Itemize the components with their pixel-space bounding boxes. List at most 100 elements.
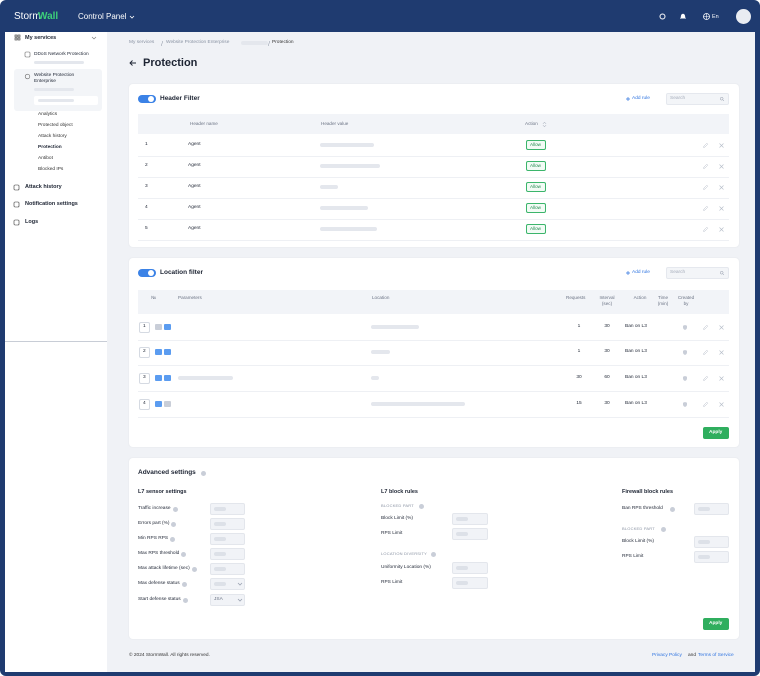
input[interactable] bbox=[694, 536, 729, 548]
placeholder bbox=[34, 88, 74, 91]
row-number: 5 bbox=[145, 226, 148, 231]
apply-button-text[interactable]: Apply bbox=[709, 621, 723, 626]
requests: 1 bbox=[577, 324, 581, 329]
input[interactable] bbox=[210, 503, 245, 515]
edit-button[interactable] bbox=[703, 205, 709, 211]
globe-icon[interactable] bbox=[703, 13, 710, 20]
input[interactable] bbox=[694, 551, 729, 563]
search-input[interactable] bbox=[666, 267, 729, 279]
input[interactable] bbox=[452, 513, 488, 525]
toggle[interactable] bbox=[138, 269, 156, 277]
sidebar-sub-item[interactable]: Antibot bbox=[38, 155, 53, 161]
bell-icon[interactable] bbox=[680, 13, 686, 20]
language[interactable]: En bbox=[712, 14, 719, 20]
delete-button[interactable] bbox=[719, 142, 724, 148]
edit-button[interactable] bbox=[703, 375, 709, 381]
delete-button[interactable] bbox=[719, 163, 724, 169]
parameter-chip bbox=[155, 324, 162, 330]
column-header: № bbox=[151, 295, 156, 300]
row-number-box bbox=[139, 372, 150, 384]
row-divider bbox=[138, 390, 729, 392]
placeholder bbox=[320, 185, 338, 189]
add-rule-button[interactable]: Add rule bbox=[632, 96, 650, 101]
plus-icon[interactable] bbox=[626, 97, 630, 101]
input[interactable] bbox=[210, 578, 245, 590]
breadcrumb-separator bbox=[267, 40, 271, 46]
breadcrumb-link[interactable]: My services bbox=[129, 40, 155, 45]
requests: 30 bbox=[576, 375, 582, 380]
input[interactable] bbox=[210, 594, 245, 606]
input[interactable] bbox=[210, 518, 245, 530]
status-badge bbox=[526, 203, 546, 213]
sort-icon[interactable] bbox=[542, 121, 547, 128]
input[interactable] bbox=[452, 577, 488, 589]
select-value: JSA bbox=[214, 597, 223, 602]
support-icon[interactable] bbox=[659, 13, 666, 20]
column-header: Interval (sec) bbox=[599, 295, 615, 306]
row-number: 3 bbox=[145, 184, 148, 189]
delete-button[interactable] bbox=[719, 184, 724, 190]
sidebar-sub-item[interactable]: Protection bbox=[38, 144, 62, 150]
add-rule-button[interactable]: Add rule bbox=[632, 270, 650, 275]
service-icon bbox=[24, 51, 31, 58]
delete-button[interactable] bbox=[719, 226, 724, 232]
edit-button[interactable] bbox=[703, 184, 709, 190]
apply-button-text[interactable]: Apply bbox=[709, 430, 723, 435]
input[interactable] bbox=[210, 563, 245, 575]
service-link[interactable]: DDoS Network Protection bbox=[34, 52, 89, 57]
sidebar-nav-item[interactable]: Attack history bbox=[25, 184, 62, 190]
status-badge-text: Allow bbox=[530, 184, 541, 189]
shield-icon bbox=[683, 375, 687, 381]
edit-button[interactable] bbox=[703, 163, 709, 169]
edit-button[interactable] bbox=[703, 324, 709, 330]
app-name[interactable]: Control Panel bbox=[78, 12, 127, 21]
section-title: L7 block rules bbox=[381, 489, 418, 495]
sidebar-sub-item[interactable]: Attack history bbox=[38, 133, 67, 139]
edit-button[interactable] bbox=[703, 401, 709, 407]
status-badge-text: Allow bbox=[530, 205, 541, 210]
sidebar-sub-item[interactable]: Protected object bbox=[38, 122, 73, 128]
row-divider bbox=[138, 364, 729, 366]
row-number-box bbox=[139, 398, 150, 410]
apply-button[interactable] bbox=[703, 427, 729, 439]
row-number-box bbox=[139, 321, 150, 333]
row-divider bbox=[138, 339, 729, 341]
edit-button[interactable] bbox=[703, 226, 709, 232]
edit-button[interactable] bbox=[703, 142, 709, 148]
service-link[interactable]: Website Protection Enterprise bbox=[34, 73, 75, 84]
interval: 60 bbox=[604, 375, 610, 380]
logo-accent: Wall bbox=[38, 11, 59, 22]
input[interactable] bbox=[210, 533, 245, 545]
edit-button[interactable] bbox=[703, 349, 709, 355]
breadcrumb-link[interactable]: Website Protection Enterprise bbox=[166, 40, 230, 45]
footer-link[interactable]: Privacy Policy bbox=[652, 653, 682, 658]
row-divider bbox=[138, 218, 729, 220]
sidebar-sub-item[interactable]: Analytics bbox=[38, 112, 58, 117]
apply-button[interactable] bbox=[703, 618, 729, 630]
input[interactable] bbox=[452, 528, 488, 540]
search-input[interactable] bbox=[666, 93, 729, 105]
column-header: Header name bbox=[190, 121, 218, 126]
input[interactable] bbox=[210, 548, 245, 560]
delete-button[interactable] bbox=[719, 401, 724, 407]
delete-button[interactable] bbox=[719, 205, 724, 211]
sidebar-nav-item[interactable]: Notification settings bbox=[25, 201, 78, 207]
back-arrow[interactable] bbox=[129, 60, 136, 66]
sidebar-heading[interactable]: My services bbox=[25, 35, 57, 41]
sidebar-sub-item[interactable]: Blocked IPs bbox=[38, 166, 64, 172]
avatar[interactable] bbox=[736, 9, 751, 24]
toggle[interactable] bbox=[138, 95, 156, 103]
parameter-chip bbox=[155, 349, 162, 355]
delete-button[interactable] bbox=[719, 324, 724, 330]
plus-icon[interactable] bbox=[626, 271, 630, 275]
input[interactable] bbox=[452, 562, 488, 574]
sidebar-nav-item[interactable]: Logs bbox=[25, 219, 39, 225]
field-label: Block Limit (%) bbox=[381, 516, 413, 521]
delete-button[interactable] bbox=[719, 375, 724, 381]
input[interactable] bbox=[694, 503, 729, 515]
row-number-box bbox=[139, 346, 150, 358]
status-badge bbox=[526, 161, 546, 171]
footer-link[interactable]: Terms of Service bbox=[698, 653, 734, 658]
column-header: Time (min) bbox=[657, 295, 669, 306]
delete-button[interactable] bbox=[719, 349, 724, 355]
